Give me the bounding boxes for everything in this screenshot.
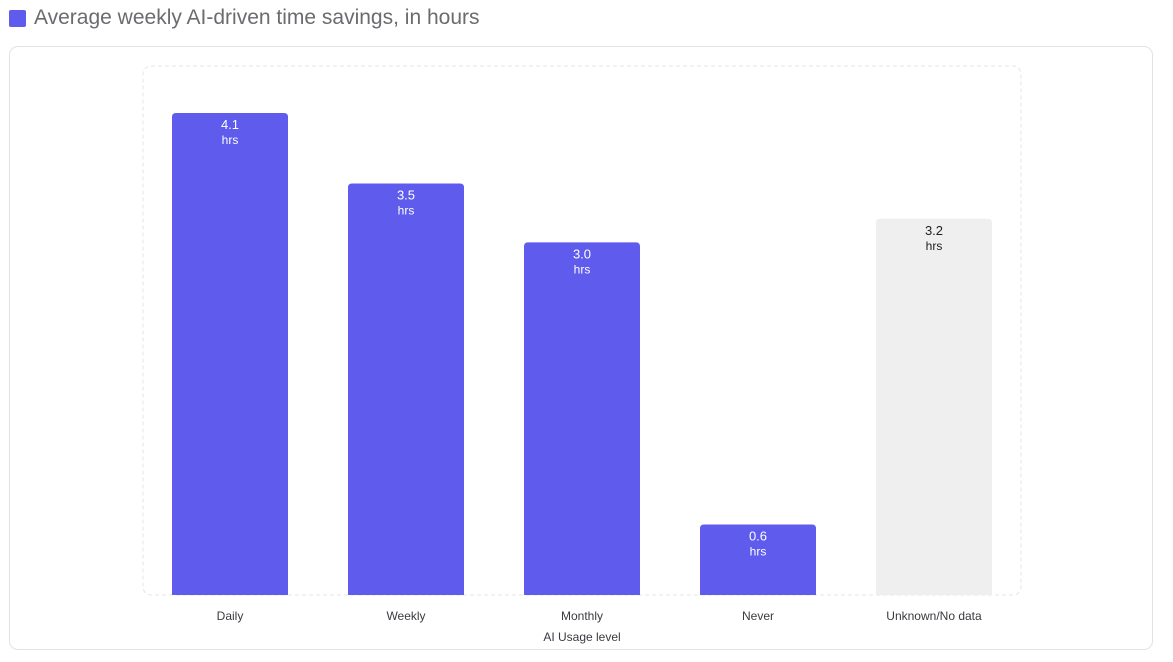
legend-label: Average weekly AI-driven time savings, i…: [34, 6, 480, 29]
x-axis-label: AI Usage level: [543, 630, 620, 644]
x-tick-label: Unknown/No data: [886, 609, 982, 623]
x-tick-label: Monthly: [561, 609, 603, 623]
x-tick-label: Weekly: [386, 609, 425, 623]
value-label: 3.5: [397, 188, 415, 203]
x-tick-label: Never: [742, 609, 774, 623]
value-label: 4.1: [221, 117, 239, 132]
value-label: 3.0: [573, 246, 591, 261]
value-label: 0.6: [749, 528, 767, 543]
value-unit-label: hrs: [926, 239, 943, 253]
bar-unknown-no-data: [876, 218, 992, 595]
bar-monthly: [524, 242, 640, 595]
bar-daily: [172, 113, 288, 595]
value-unit-label: hrs: [222, 133, 239, 147]
legend-swatch: [9, 9, 26, 27]
value-unit-label: hrs: [398, 204, 415, 218]
value-unit-label: hrs: [574, 262, 591, 276]
chart-legend: Average weekly AI-driven time savings, i…: [9, 6, 480, 30]
bar-weekly: [348, 183, 464, 595]
bar-never: [700, 524, 816, 595]
x-tick-label: Daily: [217, 609, 244, 623]
bars-group: [172, 113, 992, 595]
x-tick-labels-group: Daily Weekly Monthly Never Unknown/No data: [217, 609, 982, 623]
value-unit-label: hrs: [750, 544, 767, 558]
value-label: 3.2: [925, 223, 943, 238]
